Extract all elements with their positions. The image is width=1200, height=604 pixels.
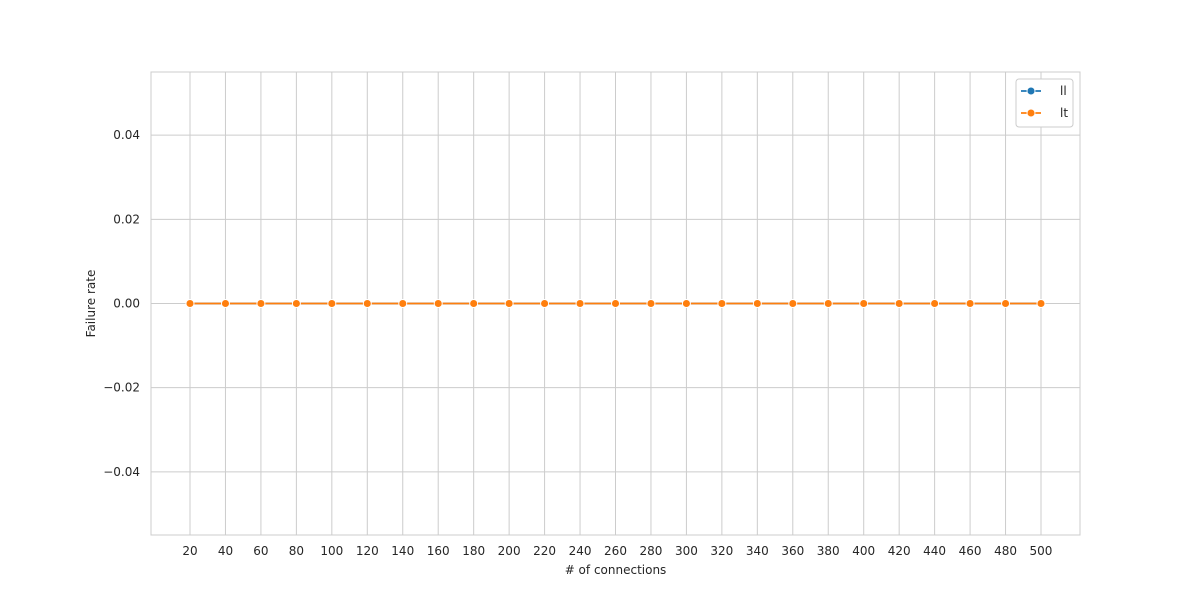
- data-point-lt: [681, 299, 691, 308]
- y-tick-label: −0.02: [103, 381, 140, 395]
- data-point-lt: [256, 299, 266, 308]
- x-axis-label: # of connections: [565, 563, 667, 577]
- x-tick-label: 420: [888, 544, 911, 558]
- data-point-lt: [930, 299, 940, 308]
- x-tick-label: 280: [640, 544, 663, 558]
- data-point-lt: [221, 299, 230, 308]
- y-tick-label: 0.04: [113, 128, 140, 142]
- x-tick-label: 120: [356, 544, 379, 558]
- legend-item-lt: lt: [1021, 106, 1068, 120]
- y-tick-labels: −0.04 −0.02 0.00 0.02 0.04: [103, 128, 140, 479]
- series-lt: [185, 299, 1046, 308]
- data-point-lt: [504, 299, 514, 308]
- x-tick-label: 260: [604, 544, 627, 558]
- legend-label-lt: lt: [1060, 106, 1068, 120]
- x-tick-label: 200: [498, 544, 521, 558]
- x-tick-label: 160: [427, 544, 450, 558]
- x-tick-label: 80: [289, 544, 304, 558]
- y-tick-label: −0.04: [103, 465, 140, 479]
- x-tick-label: 500: [1030, 544, 1053, 558]
- y-tick-label: 0.02: [113, 212, 140, 226]
- x-tick-label: 40: [218, 544, 233, 558]
- data-point-lt: [433, 299, 443, 308]
- data-point-lt: [823, 299, 833, 308]
- x-tick-label: 300: [675, 544, 698, 558]
- x-tick-label: 360: [781, 544, 804, 558]
- legend-label-ll: ll: [1060, 84, 1067, 98]
- x-tick-label: 100: [320, 544, 343, 558]
- data-point-lt: [398, 299, 408, 308]
- data-point-lt: [717, 299, 727, 308]
- x-tick-label: 240: [569, 544, 592, 558]
- x-tick-label: 60: [253, 544, 268, 558]
- data-point-lt: [362, 299, 372, 308]
- data-point-lt: [469, 299, 479, 308]
- legend: ll lt: [1015, 78, 1074, 128]
- x-tick-label: 320: [710, 544, 733, 558]
- x-tick-label: 480: [994, 544, 1017, 558]
- legend-marker-ll: [1026, 86, 1036, 96]
- legend-item-ll: ll: [1021, 84, 1067, 98]
- data-point-lt: [788, 299, 798, 308]
- x-tick-label: 380: [817, 544, 840, 558]
- x-tick-label: 180: [462, 544, 485, 558]
- data-point-lt: [965, 299, 975, 308]
- x-tick-label: 400: [852, 544, 875, 558]
- data-point-lt: [291, 299, 301, 308]
- y-axis-label: Failure rate: [84, 270, 98, 338]
- data-point-lt: [575, 299, 585, 308]
- data-point-lt: [185, 299, 195, 308]
- x-tick-label: 140: [391, 544, 414, 558]
- x-tick-label: 20: [182, 544, 197, 558]
- x-tick-label: 440: [923, 544, 946, 558]
- plot-frame: [150, 71, 1081, 536]
- legend-items: ll lt: [1021, 84, 1068, 120]
- y-tick-label: 0.00: [113, 297, 140, 311]
- data-point-lt: [540, 299, 550, 308]
- data-point-lt: [859, 299, 869, 308]
- legend-marker-lt: [1026, 108, 1036, 118]
- data-point-lt: [752, 299, 762, 308]
- x-tick-label: 220: [533, 544, 556, 558]
- data-point-lt: [646, 299, 656, 308]
- data-point-lt: [1001, 299, 1010, 308]
- series-layer: [185, 299, 1046, 308]
- data-point-lt: [327, 299, 337, 308]
- x-tick-labels: 20 40 60 80 100 120 140 160 180 200 220 240 260 280 30…: [182, 544, 1052, 558]
- data-point-lt: [1036, 299, 1046, 308]
- x-tick-label: 340: [746, 544, 769, 558]
- x-tick-label: 460: [959, 544, 982, 558]
- data-point-lt: [611, 299, 620, 308]
- data-point-lt: [894, 299, 904, 308]
